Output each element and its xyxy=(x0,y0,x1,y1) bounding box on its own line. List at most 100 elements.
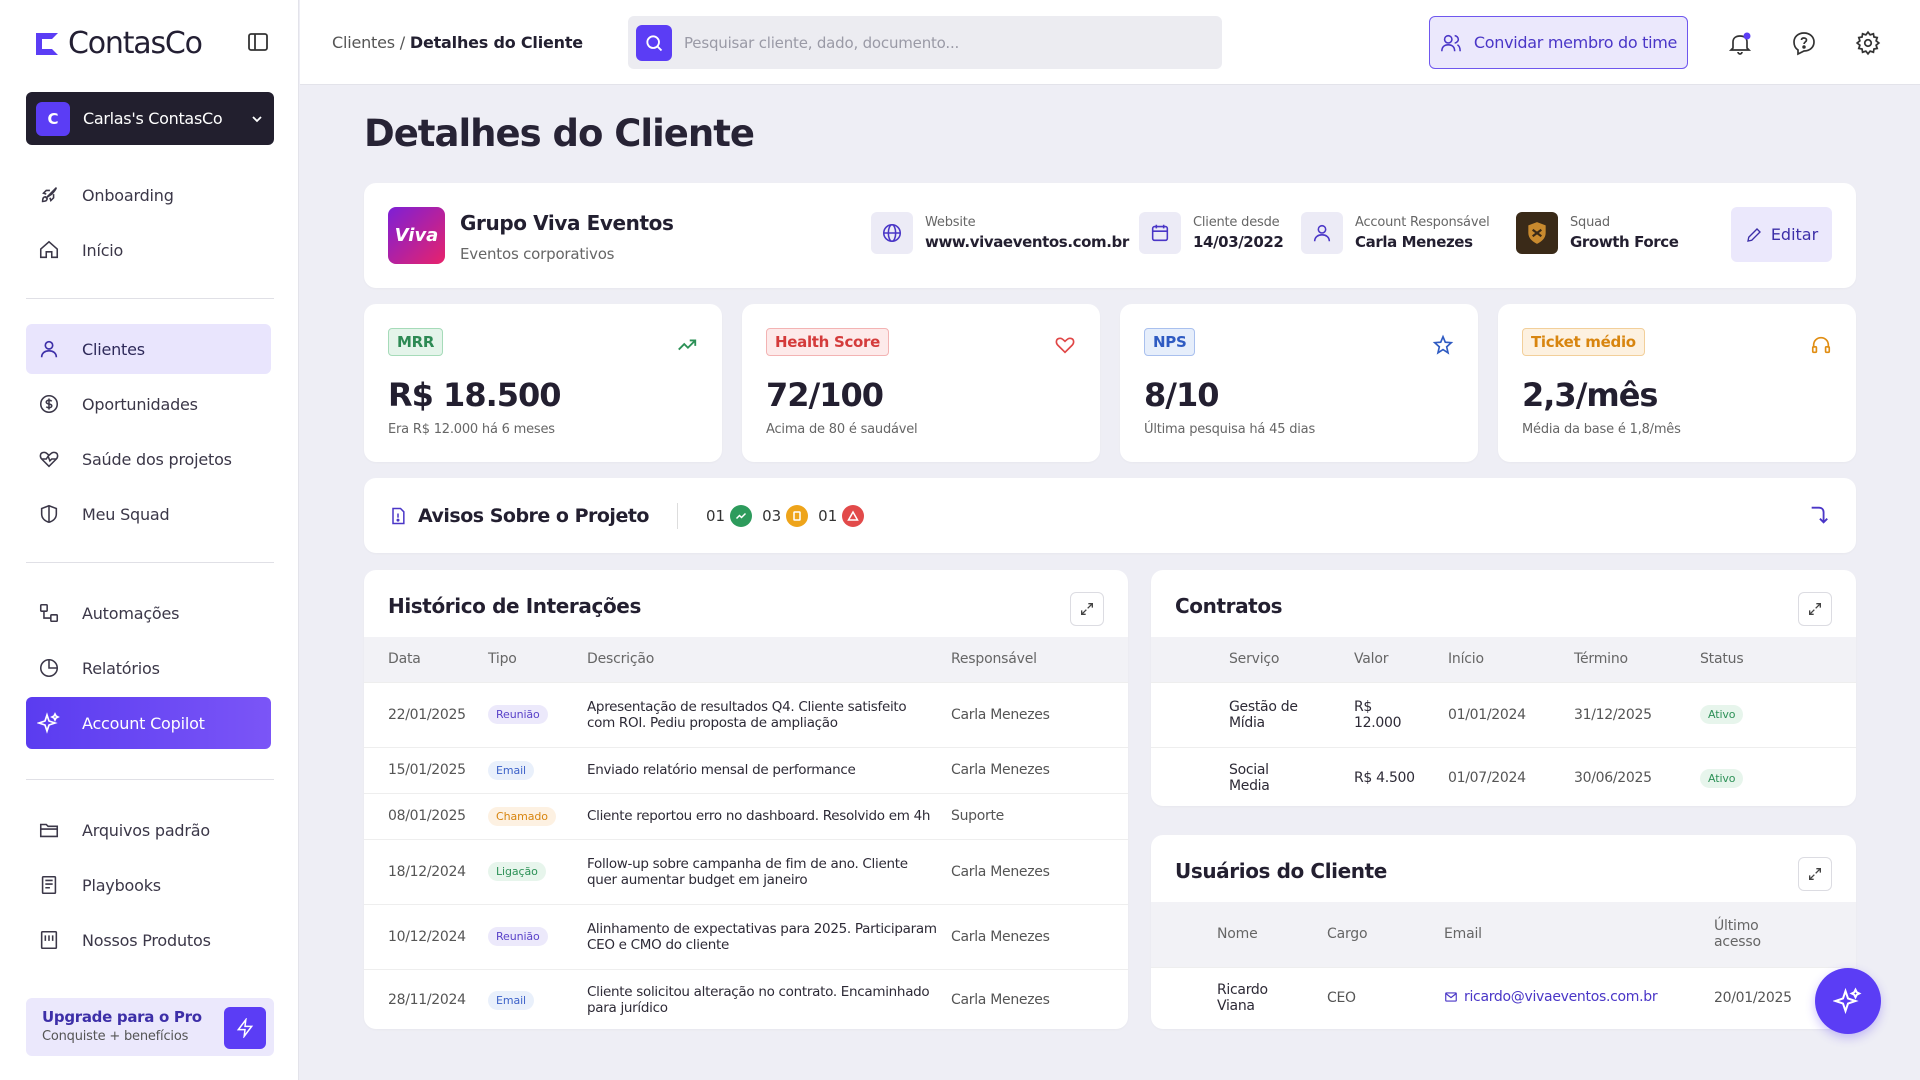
invite-member-button[interactable]: Convidar membro do time xyxy=(1429,16,1688,69)
cell-date: 18/12/2024 xyxy=(364,838,488,904)
sidebar-item-playbooks[interactable]: Playbooks xyxy=(26,860,271,910)
table-row[interactable]: 15/01/2025 Email Enviado relatório mensa… xyxy=(364,746,1128,793)
project-notices-bar[interactable]: Avisos Sobre o Projeto 01 03 01 xyxy=(364,478,1856,553)
sidebar-item-onboarding[interactable]: Onboarding xyxy=(26,170,271,220)
notice-count-positive[interactable]: 01 xyxy=(705,504,753,527)
sidebar-item-label: Meu Squad xyxy=(82,504,170,524)
upgrade-button[interactable] xyxy=(224,1007,266,1049)
table-row[interactable]: 08/01/2025 Chamado Cliente reportou erro… xyxy=(364,792,1128,839)
bell-icon[interactable] xyxy=(1727,30,1753,56)
sidebar-item-nossos-produtos[interactable]: Nossos Produtos xyxy=(26,915,271,965)
expand-icon[interactable] xyxy=(1798,592,1832,626)
since-value: 14/03/2022 xyxy=(1193,233,1284,251)
cell-description: Follow-up sobre campanha de fim de ano. … xyxy=(587,838,951,904)
workspace-selector[interactable]: C Carlas's ContasCo xyxy=(26,92,274,145)
mail-icon xyxy=(1445,992,1457,1002)
sidebar-item-label: Início xyxy=(82,240,124,260)
notice-count-value: 01 xyxy=(705,506,726,525)
sidebar-item-relatorios[interactable]: Relatórios xyxy=(26,643,271,693)
sidebar-item-account-copilot[interactable]: Account Copilot xyxy=(26,697,271,749)
account-label: Account Responsável xyxy=(1355,215,1490,230)
breadcrumb-parent[interactable]: Clientes xyxy=(332,33,395,52)
stat-note: Média da base é 1,8/mês xyxy=(1522,422,1681,437)
table-row[interactable]: 22/01/2025 Reunião Apresentação de resul… xyxy=(364,681,1128,747)
sidebar-item-meu-squad[interactable]: Meu Squad xyxy=(26,489,271,539)
sidebar-divider xyxy=(26,562,274,563)
settings-gear-icon[interactable] xyxy=(1855,30,1881,56)
cell-description: Apresentação de resultados Q4. Cliente s… xyxy=(587,681,951,747)
workspace-name: Carlas's ContasCo xyxy=(83,109,223,128)
search-button[interactable] xyxy=(636,24,672,61)
corner-down-right-icon[interactable] xyxy=(1808,504,1830,526)
stat-badge: Health Score xyxy=(766,328,890,356)
rocket-icon xyxy=(34,180,64,210)
copilot-fab[interactable] xyxy=(1815,968,1881,1034)
sidebar-item-automacoes[interactable]: Automações xyxy=(26,588,271,638)
cell-owner: Carla Menezes xyxy=(951,838,1128,904)
history-table: Data Tipo Descrição Responsável 22/01/20… xyxy=(364,637,1128,1031)
expand-icon[interactable] xyxy=(1070,592,1104,626)
stat-value: 8/10 xyxy=(1144,376,1219,414)
search-input[interactable]: Pesquisar cliente, dado, documento... xyxy=(684,33,960,52)
sidebar-toggle-icon[interactable] xyxy=(246,30,270,54)
stat-card-mrr: MRR R$ 18.500 Era R$ 12.000 há 6 meses xyxy=(364,304,722,462)
cell-email[interactable]: ricardo@vivaeventos.com.br xyxy=(1444,966,1714,1029)
account-value: Carla Menezes xyxy=(1355,233,1473,251)
table-row[interactable]: 18/12/2024 Ligação Follow-up sobre campa… xyxy=(364,838,1128,904)
sidebar-item-saude-projetos[interactable]: Saúde dos projetos xyxy=(26,434,271,484)
cell-owner: Carla Menezes xyxy=(951,903,1128,969)
since-label: Cliente desde xyxy=(1193,215,1280,230)
contracts-title: Contratos xyxy=(1175,594,1283,618)
table-row[interactable]: Social Media R$ 4.500 01/07/2024 30/06/2… xyxy=(1151,746,1856,809)
history-panel: Histórico de Interações Data Tipo Descri… xyxy=(364,570,1128,1031)
client-since: Cliente desde 14/03/2022 xyxy=(1139,212,1284,254)
edit-client-button[interactable]: Editar xyxy=(1731,207,1832,262)
stat-value: 2,3/mês xyxy=(1522,376,1658,414)
workflow-icon xyxy=(34,598,64,628)
help-icon[interactable] xyxy=(1791,30,1817,56)
cell-owner: Suporte xyxy=(951,792,1128,839)
notice-count-critical[interactable]: 01 xyxy=(818,504,865,527)
upgrade-banner[interactable]: Upgrade para o Pro Conquiste + benefício… xyxy=(26,998,274,1056)
pencil-icon xyxy=(1746,227,1761,242)
sidebar-item-inicio[interactable]: Início xyxy=(26,225,271,275)
book-icon xyxy=(34,870,64,900)
sidebar-item-arquivos-padrao[interactable]: Arquivos padrão xyxy=(26,805,271,855)
cell-description: Cliente solicitou alteração no contrato.… xyxy=(587,968,951,1031)
sidebar-item-label: Automações xyxy=(82,603,180,623)
column-header: Cargo xyxy=(1327,902,1444,967)
search-bar[interactable]: Pesquisar cliente, dado, documento... xyxy=(628,16,1222,69)
cell-start: 01/01/2024 xyxy=(1448,681,1574,747)
shield-icon xyxy=(34,499,64,529)
table-row[interactable]: 10/12/2024 Reunião Alinhamento de expect… xyxy=(364,903,1128,969)
stat-badge: NPS xyxy=(1144,328,1196,356)
app-logo[interactable]: ContasCo xyxy=(32,26,203,61)
stat-value: R$ 18.500 xyxy=(388,376,562,414)
cell-owner: Carla Menezes xyxy=(951,681,1128,747)
contracts-panel: Contratos Serviço Valor Início Término S… xyxy=(1151,570,1856,809)
sidebar-item-oportunidades[interactable]: Oportunidades xyxy=(26,379,271,429)
cell-owner: Carla Menezes xyxy=(951,968,1128,1031)
cell-end: 31/12/2025 xyxy=(1574,681,1700,747)
table-row[interactable]: Ricardo Viana CEO ricardo@vivaeventos.co… xyxy=(1151,966,1856,1029)
email-link[interactable]: ricardo@vivaeventos.com.br xyxy=(1464,988,1658,1005)
expand-icon[interactable] xyxy=(1798,857,1832,891)
cell-end: 30/06/2025 xyxy=(1574,746,1700,809)
squad-value: Growth Force xyxy=(1570,233,1679,251)
client-squad: Squad Growth Force xyxy=(1516,212,1679,254)
client-segment: Eventos corporativos xyxy=(460,245,615,263)
users-table: Nome Cargo Email Último acesso Ricardo V… xyxy=(1151,902,1856,1029)
website-value[interactable]: www.vivaeventos.com.br xyxy=(925,233,1129,251)
user-icon xyxy=(1301,212,1343,254)
sidebar-item-clientes[interactable]: Clientes xyxy=(26,324,271,374)
website-label: Website xyxy=(925,215,976,230)
table-row[interactable]: 28/11/2024 Email Cliente solicitou alter… xyxy=(364,968,1128,1031)
cell-date: 15/01/2025 xyxy=(364,746,488,793)
notice-count-attention[interactable]: 03 xyxy=(762,504,809,527)
stat-note: Última pesquisa há 45 dias xyxy=(1144,422,1316,437)
trending-up-icon xyxy=(730,504,753,527)
table-row[interactable]: Gestão de Mídia R$ 12.000 01/01/2024 31/… xyxy=(1151,681,1856,747)
type-badge: Reunião xyxy=(488,927,548,946)
column-header: Término xyxy=(1574,637,1700,682)
stat-badge: MRR xyxy=(388,328,444,356)
